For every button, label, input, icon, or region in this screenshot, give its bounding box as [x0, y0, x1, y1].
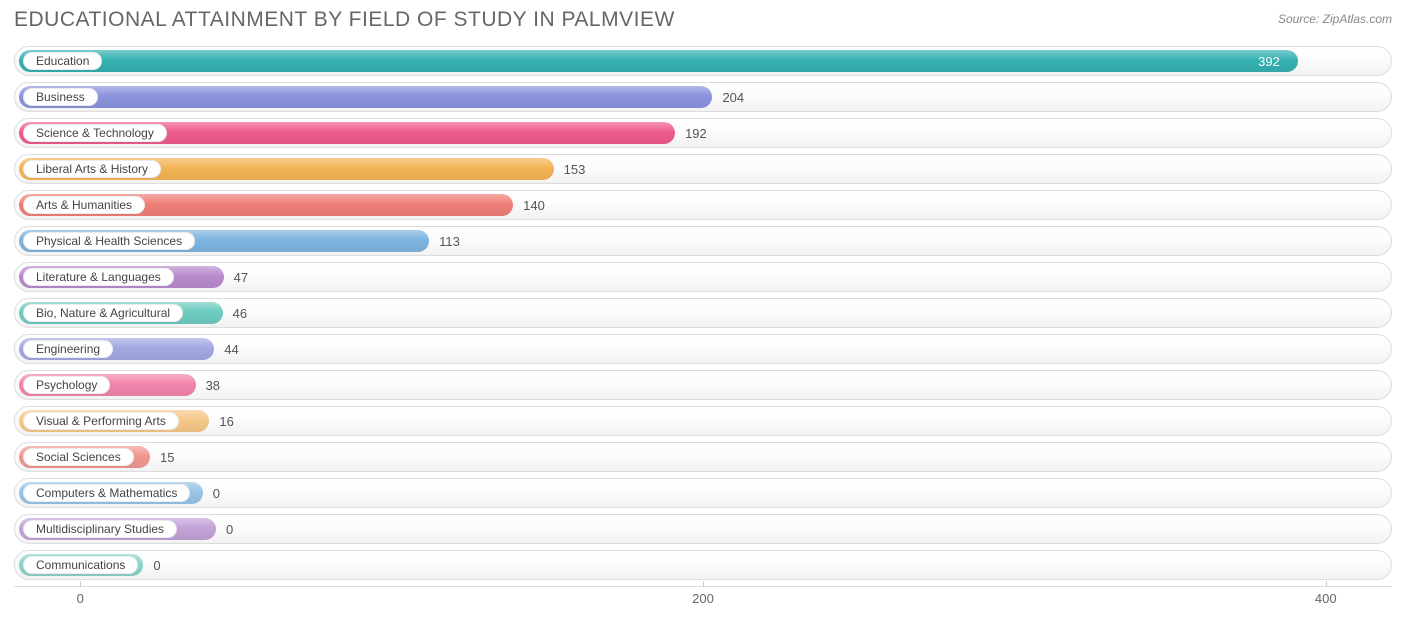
bar-value: 44: [214, 335, 238, 365]
bar-row: Multidisciplinary Studies 0: [14, 514, 1392, 544]
bar-value: 153: [554, 155, 586, 185]
bar-label: Communications: [23, 556, 138, 574]
bar-value: 204: [712, 83, 744, 113]
bar-value: 46: [223, 299, 247, 329]
bar-label: Education: [23, 52, 102, 70]
bar-row: Business 204: [14, 82, 1392, 112]
chart-title: Educational Attainment by Field of Study…: [14, 8, 675, 32]
bar-value: 0: [143, 551, 160, 581]
bar-row: Social Sciences 15: [14, 442, 1392, 472]
chart-plot-area: Education392 Business 204 Science & Technol…: [0, 36, 1406, 580]
x-axis: 0 200 400: [14, 586, 1392, 616]
bar-label: Computers & Mathematics: [23, 484, 190, 502]
bar-row: Literature & Languages 47: [14, 262, 1392, 292]
bar-row: Computers & Mathematics 0: [14, 478, 1392, 508]
bar-row: Psychology 38: [14, 370, 1392, 400]
bar-label: Visual & Performing Arts: [23, 412, 179, 430]
x-tick-label: 0: [77, 591, 84, 606]
bar-label: Literature & Languages: [23, 268, 174, 286]
bar-value: 47: [224, 263, 248, 293]
bar-row: Bio, Nature & Agricultural 46: [14, 298, 1392, 328]
bar-label: Arts & Humanities: [23, 196, 145, 214]
bar-row: Communications 0: [14, 550, 1392, 580]
x-tick: [1326, 581, 1327, 587]
bar-value: 0: [203, 479, 220, 509]
bar-row: Education392: [14, 46, 1392, 76]
bar-value: 38: [196, 371, 220, 401]
chart-source: Source: ZipAtlas.com: [1278, 8, 1392, 26]
x-tick: [80, 581, 81, 587]
bar-row: Science & Technology 192: [14, 118, 1392, 148]
bar-value: 140: [513, 191, 545, 221]
bar-label: Physical & Health Sciences: [23, 232, 195, 250]
bar-value: 15: [150, 443, 174, 473]
chart-header: Educational Attainment by Field of Study…: [0, 0, 1406, 36]
bar-row: Arts & Humanities 140: [14, 190, 1392, 220]
bar-value: 16: [209, 407, 233, 437]
bar-label: Psychology: [23, 376, 110, 394]
bar-row: Liberal Arts & History 153: [14, 154, 1392, 184]
bar-label: Science & Technology: [23, 124, 167, 142]
bar-row: Visual & Performing Arts 16: [14, 406, 1392, 436]
bar-label: Bio, Nature & Agricultural: [23, 304, 183, 322]
bar-value: 192: [675, 119, 707, 149]
bar-value: 392: [15, 47, 1292, 77]
x-tick-label: 200: [692, 591, 714, 606]
bar-value: 113: [429, 227, 460, 257]
x-tick: [703, 581, 704, 587]
bar-label: Business: [23, 88, 98, 106]
bar-label: Multidisciplinary Studies: [23, 520, 177, 538]
bar-label: Social Sciences: [23, 448, 134, 466]
x-tick-label: 400: [1315, 591, 1337, 606]
bar-row: Physical & Health Sciences 113: [14, 226, 1392, 256]
bar-value: 0: [216, 515, 233, 545]
bar-row: Engineering 44: [14, 334, 1392, 364]
bar-fill: [19, 86, 712, 108]
bar-label: Engineering: [23, 340, 113, 358]
bar-label: Liberal Arts & History: [23, 160, 161, 178]
